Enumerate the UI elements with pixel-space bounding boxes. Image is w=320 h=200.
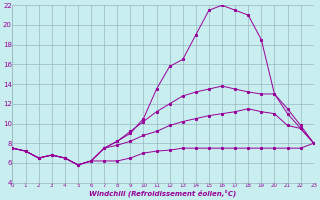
X-axis label: Windchill (Refroidissement éolien,°C): Windchill (Refroidissement éolien,°C) — [90, 190, 237, 197]
